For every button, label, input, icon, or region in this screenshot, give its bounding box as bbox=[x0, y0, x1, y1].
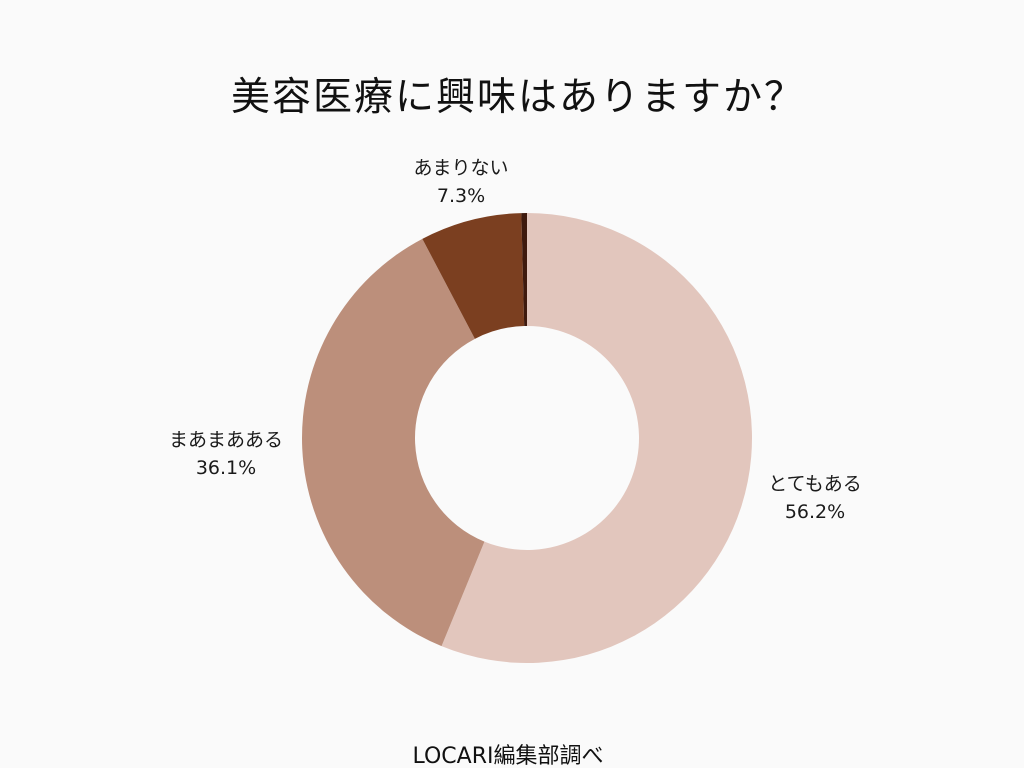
slice-labels: とてもある 56.2% まあまあある 36.1% あまりない 7.3% bbox=[169, 157, 862, 523]
source-note: LOCARI編集部調べ bbox=[412, 744, 604, 768]
slice-label-value-1: 56.2% bbox=[785, 501, 845, 523]
donut-slice-3 bbox=[422, 213, 525, 339]
donut-slice-2 bbox=[301, 238, 485, 647]
slice-label-name-1: とてもある bbox=[768, 473, 861, 495]
donut-slice-1 bbox=[441, 213, 752, 663]
chart-title: 美容医療に興味はありますか？ bbox=[230, 75, 805, 120]
slice-label-name-2: まあまあある bbox=[169, 429, 283, 451]
slice-label-name-3: あまりない bbox=[413, 157, 508, 179]
slice-label-value-2: 36.1% bbox=[196, 457, 256, 479]
slice-label-value-3: 7.3% bbox=[437, 185, 485, 207]
donut-slices bbox=[301, 213, 752, 663]
donut-slice-4 bbox=[521, 213, 527, 327]
